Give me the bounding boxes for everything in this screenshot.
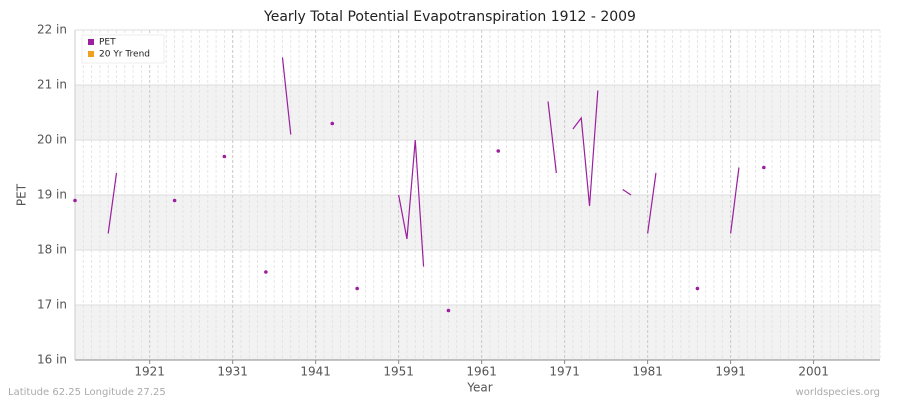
footer-right: worldspecies.org bbox=[796, 387, 880, 398]
x-tick-label: 1921 bbox=[134, 365, 165, 379]
x-tick-label: 2001 bbox=[798, 365, 829, 379]
point bbox=[762, 165, 766, 170]
legend-box bbox=[81, 34, 165, 64]
point bbox=[330, 121, 335, 126]
point bbox=[264, 270, 268, 274]
point bbox=[446, 308, 451, 313]
line bbox=[547, 101, 557, 174]
point bbox=[222, 154, 227, 159]
x-tick-label: 1931 bbox=[217, 365, 248, 379]
footer-left: Latitude 62.25 Longitude 27.25 bbox=[8, 387, 166, 398]
legend-label: PET bbox=[99, 38, 116, 48]
x-tick-label: 1941 bbox=[300, 365, 331, 379]
x-tick-label: 1991 bbox=[715, 365, 746, 379]
legend: PET 20 Yr Trend bbox=[81, 34, 165, 64]
point bbox=[695, 286, 700, 291]
line bbox=[398, 139, 425, 267]
band bbox=[75, 85, 880, 140]
y-tick-label: 22 in bbox=[37, 23, 67, 37]
line bbox=[107, 172, 118, 234]
x-axis-label: Year bbox=[466, 381, 492, 395]
point bbox=[172, 198, 177, 203]
point bbox=[355, 286, 359, 291]
point bbox=[73, 198, 77, 203]
line bbox=[572, 90, 599, 207]
legend-swatch bbox=[88, 51, 94, 57]
x-tick-label: 1971 bbox=[549, 365, 580, 379]
y-axis-label: PET bbox=[15, 183, 29, 206]
x-tick-label: 1951 bbox=[383, 365, 414, 379]
chart-title: Yearly Total Potential Evapotranspiratio… bbox=[263, 9, 636, 25]
legend-label: 20 Yr Trend bbox=[99, 50, 150, 60]
y-tick-label: 17 in bbox=[37, 298, 67, 312]
y-tick-label: 18 in bbox=[37, 243, 67, 257]
band bbox=[75, 305, 880, 360]
point bbox=[496, 149, 501, 153]
line bbox=[622, 188, 632, 196]
y-tick-label: 16 in bbox=[37, 353, 67, 367]
line bbox=[730, 167, 740, 234]
x-tick-label: 1961 bbox=[466, 365, 497, 379]
y-tick-label: 19 in bbox=[37, 188, 67, 202]
plot-area bbox=[74, 29, 881, 361]
x-tick-label: 1981 bbox=[632, 365, 663, 379]
y-tick-label: 20 in bbox=[37, 133, 67, 147]
legend-swatch bbox=[88, 39, 94, 45]
band bbox=[75, 195, 880, 250]
line bbox=[281, 57, 292, 135]
line bbox=[647, 172, 657, 234]
y-tick-label: 21 in bbox=[37, 78, 67, 92]
